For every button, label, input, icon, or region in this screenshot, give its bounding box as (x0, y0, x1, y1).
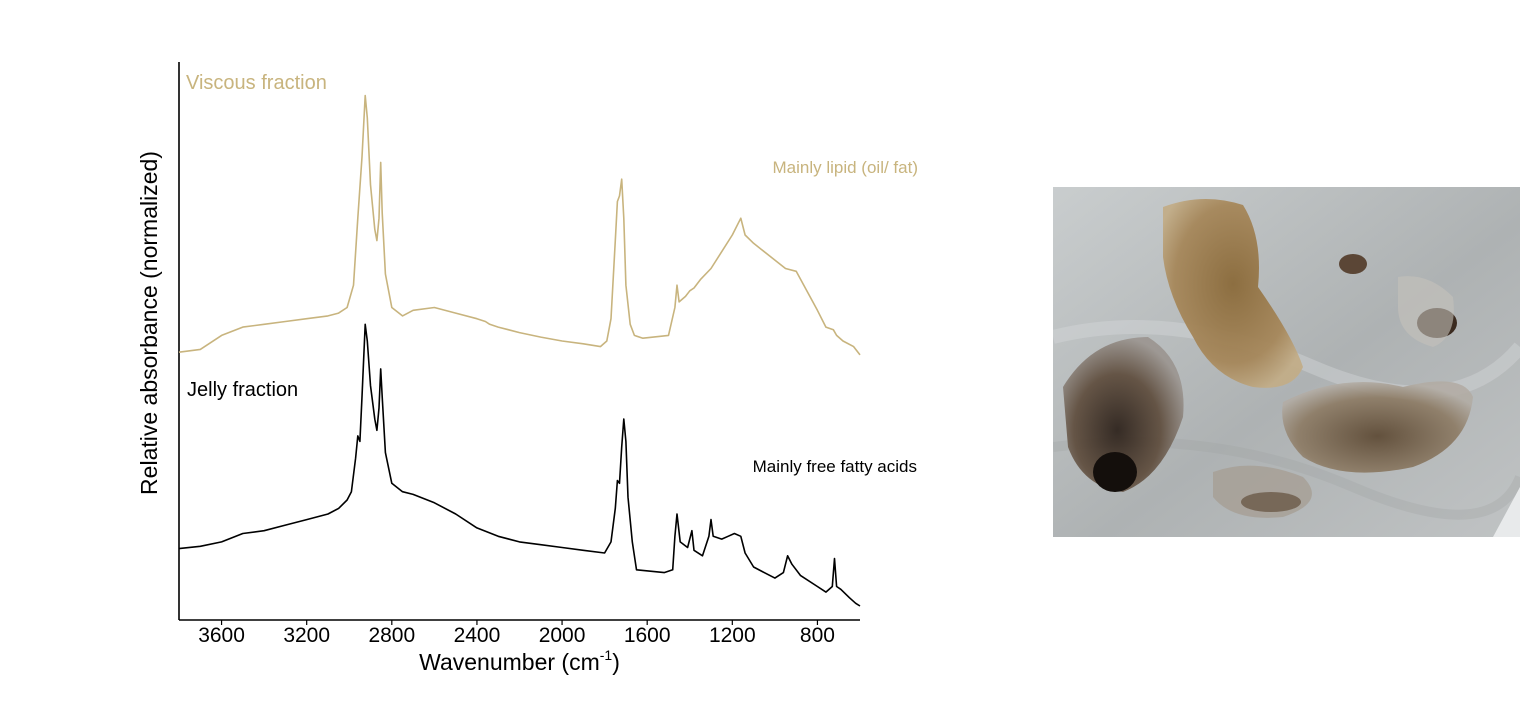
x-tick-label: 3600 (198, 624, 245, 647)
series-line-2 (178, 323, 861, 607)
x-tick-label: 1200 (709, 624, 756, 647)
x-axis-title: Wavenumber (cm-1) (419, 647, 620, 675)
x-tick-label: 2800 (368, 624, 415, 647)
series-line-1 (178, 94, 861, 356)
series-annotation: Mainly free fatty acids (753, 457, 917, 476)
series-name-label: Viscous fraction (186, 72, 327, 94)
x-tick-label: 3200 (283, 624, 330, 647)
series-annotation: Mainly lipid (oil/ fat) (773, 158, 919, 177)
x-tick-label: 2000 (539, 624, 586, 647)
y-axis-title: Relative absorbance (normalized) (136, 151, 162, 495)
x-tick-label: 1600 (624, 624, 671, 647)
sample-photo (1053, 187, 1520, 537)
x-tick-label: 2400 (454, 624, 501, 647)
x-tick-label: 800 (800, 624, 835, 647)
series-name-label: Jelly fraction (187, 379, 298, 401)
spectra-chart: 3600 3200 2800 2400 2000 1600 1200 800 Viscous … (136, 62, 919, 675)
